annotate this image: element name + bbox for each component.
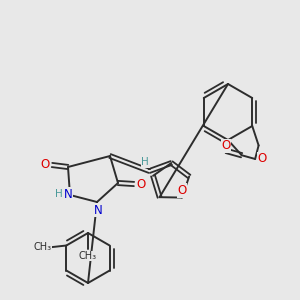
Text: O: O bbox=[222, 140, 231, 152]
Text: N: N bbox=[64, 188, 72, 200]
Text: O: O bbox=[177, 184, 187, 197]
Text: O: O bbox=[40, 158, 50, 172]
Text: CH₃: CH₃ bbox=[33, 242, 51, 253]
Text: O: O bbox=[136, 178, 146, 190]
Text: H: H bbox=[142, 157, 149, 167]
Text: N: N bbox=[94, 203, 102, 217]
Text: CH₃: CH₃ bbox=[79, 251, 97, 261]
Text: H: H bbox=[55, 189, 63, 199]
Text: O: O bbox=[257, 152, 267, 166]
